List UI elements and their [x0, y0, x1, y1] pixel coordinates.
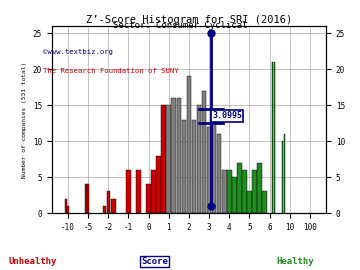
Bar — [151, 170, 156, 213]
Text: Sector: Consumer Cyclical: Sector: Consumer Cyclical — [113, 21, 247, 30]
Bar — [262, 191, 267, 213]
Bar — [252, 170, 257, 213]
Bar — [237, 163, 242, 213]
Bar — [257, 163, 262, 213]
Bar — [171, 98, 176, 213]
Bar — [161, 105, 166, 213]
Bar — [146, 184, 151, 213]
Bar — [227, 170, 231, 213]
Bar — [107, 191, 110, 213]
Bar — [222, 170, 226, 213]
Y-axis label: Number of companies (531 total): Number of companies (531 total) — [22, 61, 27, 178]
Bar — [217, 134, 221, 213]
Text: Healthy: Healthy — [276, 257, 314, 266]
Title: Z’-Score Histogram for SRI (2016): Z’-Score Histogram for SRI (2016) — [86, 15, 292, 25]
Text: The Research Foundation of SUNY: The Research Foundation of SUNY — [43, 68, 179, 74]
Bar — [186, 76, 191, 213]
Bar — [242, 170, 247, 213]
Bar — [207, 127, 211, 213]
Bar — [126, 170, 131, 213]
Bar — [232, 177, 237, 213]
Text: Unhealthy: Unhealthy — [8, 257, 57, 266]
Text: 3.0995: 3.0995 — [212, 112, 242, 120]
Bar — [176, 98, 181, 213]
Bar — [136, 170, 141, 213]
Bar — [192, 120, 196, 213]
Bar — [87, 184, 89, 213]
Bar — [181, 120, 186, 213]
Bar — [85, 184, 87, 213]
Text: Score: Score — [141, 257, 168, 266]
Bar — [274, 62, 275, 213]
Bar — [197, 105, 201, 213]
Bar — [247, 191, 252, 213]
Bar — [271, 62, 273, 213]
Text: ©www.textbiz.org: ©www.textbiz.org — [43, 49, 113, 55]
Bar — [284, 134, 285, 213]
Bar — [111, 199, 116, 213]
Bar — [212, 120, 216, 213]
Bar — [202, 91, 206, 213]
Bar — [65, 199, 67, 213]
Bar — [156, 156, 161, 213]
Bar — [282, 141, 283, 213]
Bar — [166, 105, 171, 213]
Bar — [103, 206, 107, 213]
Bar — [67, 206, 69, 213]
